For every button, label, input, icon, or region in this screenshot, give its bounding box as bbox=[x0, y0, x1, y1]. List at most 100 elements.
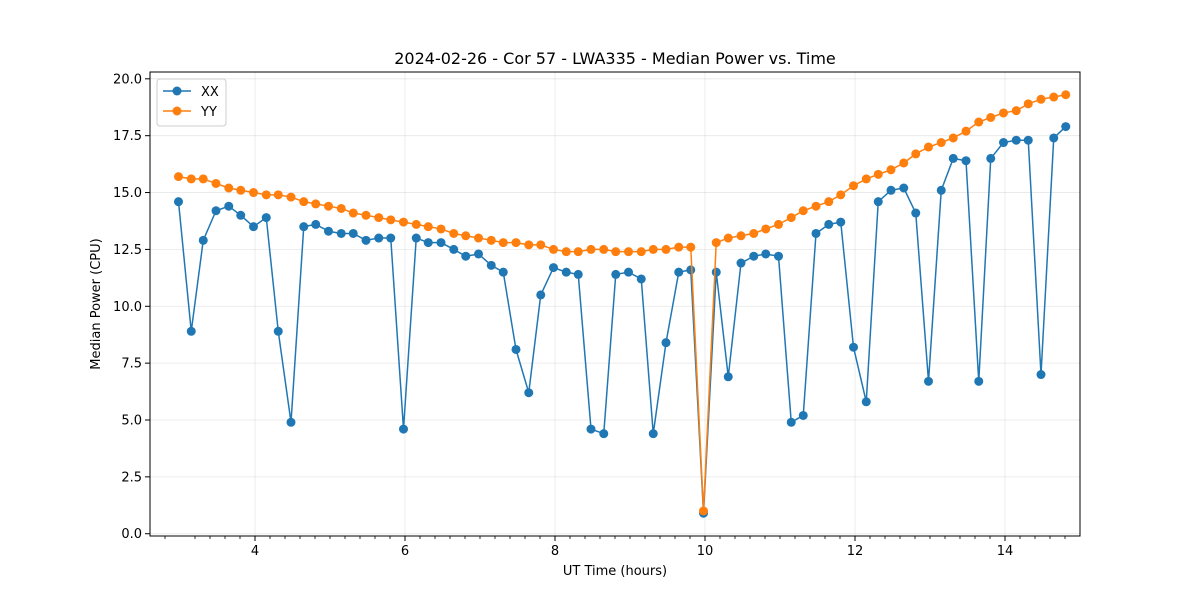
data-point-xx bbox=[536, 290, 545, 299]
x-tick-label: 4 bbox=[251, 544, 259, 559]
data-point-xx bbox=[862, 397, 871, 406]
data-point-xx bbox=[686, 265, 695, 274]
data-point-yy bbox=[599, 245, 608, 254]
data-point-xx bbox=[986, 154, 995, 163]
data-point-yy bbox=[249, 188, 258, 197]
data-point-yy bbox=[399, 218, 408, 227]
data-point-xx bbox=[911, 209, 920, 218]
data-point-xx bbox=[849, 343, 858, 352]
data-point-xx bbox=[1012, 136, 1021, 145]
data-point-yy bbox=[574, 247, 583, 256]
data-point-xx bbox=[787, 418, 796, 427]
data-point-yy bbox=[212, 179, 221, 188]
data-point-xx bbox=[262, 213, 271, 222]
y-axis-label: Median Power (CPU) bbox=[89, 238, 104, 369]
data-point-xx bbox=[311, 220, 320, 229]
data-point-xx bbox=[812, 229, 821, 238]
data-point-xx bbox=[349, 229, 358, 238]
data-point-yy bbox=[799, 206, 808, 215]
x-tick-label: 14 bbox=[997, 544, 1014, 559]
data-point-xx bbox=[224, 202, 233, 211]
data-point-yy bbox=[174, 172, 183, 181]
legend-label-yy: YY bbox=[200, 105, 217, 120]
data-point-yy bbox=[274, 190, 283, 199]
y-tick-label: 10.0 bbox=[113, 300, 142, 315]
data-point-xx bbox=[1024, 136, 1033, 145]
data-point-yy bbox=[324, 202, 333, 211]
x-tick-label: 6 bbox=[401, 544, 409, 559]
data-point-yy bbox=[924, 143, 933, 152]
data-point-xx bbox=[749, 252, 758, 261]
y-tick-label: 15.0 bbox=[113, 186, 142, 201]
data-point-yy bbox=[1012, 106, 1021, 115]
data-point-yy bbox=[587, 245, 596, 254]
data-point-yy bbox=[787, 213, 796, 222]
data-point-xx bbox=[399, 425, 408, 434]
data-point-yy bbox=[699, 506, 708, 515]
data-point-yy bbox=[549, 245, 558, 254]
data-point-yy bbox=[461, 231, 470, 240]
data-point-yy bbox=[899, 158, 908, 167]
data-point-xx bbox=[487, 261, 496, 270]
data-point-xx bbox=[599, 429, 608, 438]
chart-title: 2024-02-26 - Cor 57 - LWA335 - Median Po… bbox=[394, 49, 836, 68]
data-point-xx bbox=[212, 206, 221, 215]
data-point-yy bbox=[624, 247, 633, 256]
data-point-xx bbox=[836, 218, 845, 227]
data-point-xx bbox=[324, 227, 333, 236]
data-point-yy bbox=[649, 245, 658, 254]
data-point-yy bbox=[674, 243, 683, 252]
data-point-yy bbox=[199, 174, 208, 183]
data-point-yy bbox=[874, 170, 883, 179]
data-point-yy bbox=[999, 108, 1008, 117]
data-point-yy bbox=[611, 247, 620, 256]
data-point-xx bbox=[474, 249, 483, 258]
data-point-yy bbox=[437, 224, 446, 233]
y-tick-label: 2.5 bbox=[121, 470, 142, 485]
data-point-yy bbox=[562, 247, 571, 256]
data-point-xx bbox=[1061, 122, 1070, 131]
data-point-yy bbox=[449, 229, 458, 238]
data-point-xx bbox=[624, 268, 633, 277]
data-point-yy bbox=[1024, 99, 1033, 108]
data-point-xx bbox=[549, 263, 558, 272]
data-point-yy bbox=[862, 174, 871, 183]
data-point-yy bbox=[737, 231, 746, 240]
data-point-xx bbox=[774, 252, 783, 261]
data-point-xx bbox=[524, 388, 533, 397]
data-point-yy bbox=[374, 213, 383, 222]
data-point-yy bbox=[662, 245, 671, 254]
data-point-yy bbox=[187, 174, 196, 183]
data-point-yy bbox=[1049, 93, 1058, 102]
data-point-xx bbox=[287, 418, 296, 427]
data-point-xx bbox=[761, 249, 770, 258]
data-point-yy bbox=[1037, 95, 1046, 104]
data-point-yy bbox=[637, 247, 646, 256]
data-point-yy bbox=[911, 149, 920, 158]
data-point-xx bbox=[437, 238, 446, 247]
y-tick-label: 20.0 bbox=[113, 72, 142, 87]
data-point-yy bbox=[287, 193, 296, 202]
data-point-xx bbox=[362, 236, 371, 245]
y-tick-label: 5.0 bbox=[121, 414, 142, 429]
data-point-yy bbox=[386, 215, 395, 224]
data-point-yy bbox=[487, 236, 496, 245]
chart: 2024-02-26 - Cor 57 - LWA335 - Median Po… bbox=[0, 0, 1200, 600]
data-point-yy bbox=[986, 113, 995, 122]
data-point-yy bbox=[824, 197, 833, 206]
data-point-xx bbox=[1049, 133, 1058, 142]
data-point-yy bbox=[224, 184, 233, 193]
data-point-xx bbox=[611, 270, 620, 279]
legend: XX YY bbox=[157, 79, 226, 126]
data-point-yy bbox=[774, 220, 783, 229]
data-point-yy bbox=[337, 204, 346, 213]
data-point-yy bbox=[712, 238, 721, 247]
data-point-yy bbox=[424, 222, 433, 231]
legend-label-xx: XX bbox=[201, 85, 219, 100]
data-point-xx bbox=[574, 270, 583, 279]
data-point-yy bbox=[962, 127, 971, 136]
data-point-xx bbox=[587, 425, 596, 434]
data-point-yy bbox=[362, 211, 371, 220]
data-point-xx bbox=[887, 186, 896, 195]
data-point-xx bbox=[937, 186, 946, 195]
